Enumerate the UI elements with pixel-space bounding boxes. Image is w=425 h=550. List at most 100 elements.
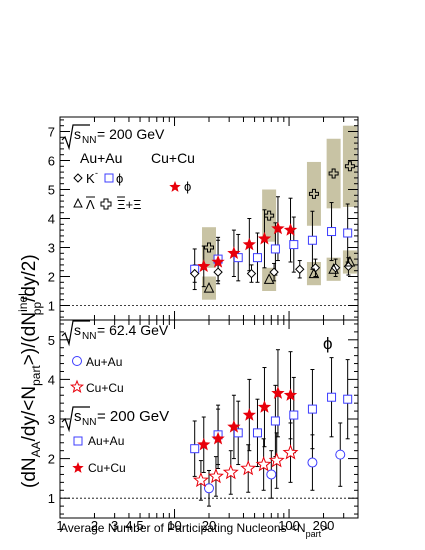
- x-tick-label: 200: [313, 518, 335, 533]
- data-point-filled-star: [227, 246, 241, 259]
- bottom-header-62: s NN = 62.4 GeV: [61, 320, 169, 347]
- legend-kminus-label: K: [86, 171, 95, 186]
- legend-cucu-200: Cu+Cu: [72, 461, 126, 475]
- legend-phi-auau-label: ϕ: [116, 171, 123, 186]
- legend-kminus-sup: -: [95, 168, 98, 178]
- square-marker-icon: [104, 173, 114, 183]
- data-point-open-cross: [264, 210, 275, 221]
- systematic-band: [262, 189, 277, 242]
- data-point-open-square: [252, 428, 262, 438]
- open-star-marker-icon: [69, 379, 85, 393]
- y-axis-label: (dNAA/dy/<Npart>)/(dNinelpp/dy/2): [16, 254, 44, 488]
- y-axis-label-a: (dN: [19, 457, 40, 488]
- data-point-open-square: [289, 410, 299, 420]
- legend-phi-cucu: ϕ: [169, 179, 191, 194]
- legend-phi-cucu-label: ϕ: [184, 179, 191, 194]
- top-header-sub: NN: [82, 135, 96, 146]
- legend-auau-200: Au+Au: [73, 434, 124, 448]
- y-tick-label: 6: [48, 154, 55, 169]
- data-point-open-square: [307, 235, 317, 245]
- bottom-header-200: s NN = 200 GeV: [61, 406, 169, 433]
- x-tick-label: 2: [91, 518, 98, 533]
- x-tick-label: 5: [136, 518, 143, 533]
- y-tick-label: 5: [48, 183, 55, 198]
- sqrt-sign-icon: [61, 320, 90, 347]
- cross-marker-icon: [100, 198, 112, 210]
- data-point-open-triangle: [328, 263, 339, 274]
- x-tick-label: 100: [278, 518, 300, 533]
- data-point-open-cross: [204, 242, 214, 253]
- sqrt-sign-icon: [61, 124, 90, 151]
- legend-kminus: K -: [73, 168, 98, 186]
- y-axis-label-d: /dy/2): [19, 254, 40, 302]
- x-tick-label: 10: [167, 518, 181, 533]
- data-point-open-star: [192, 471, 209, 488]
- y-tick-label: 4: [48, 372, 55, 387]
- data-point-open-triangle: [344, 255, 356, 267]
- diamond-marker-icon: [73, 173, 83, 183]
- data-point-open-circle: [266, 469, 277, 480]
- y-axis-label-b-sub: part: [29, 365, 43, 386]
- legend-xi: Ξ+Ξ: [100, 196, 142, 212]
- data-point-open-diamond: [189, 268, 200, 279]
- data-point-open-star: [282, 444, 299, 460]
- data-point-open-circle: [335, 449, 346, 460]
- bottom-phi-label: ϕ: [323, 334, 333, 353]
- x-tick-label: 4: [125, 518, 132, 533]
- data-point-open-diamond: [295, 264, 305, 274]
- top-header: s NN = 200 GeV: [61, 124, 165, 151]
- y-axis-label-b: /dy/<N: [19, 386, 40, 441]
- data-point-filled-star: [283, 223, 298, 236]
- legend-auau-62: Au+Au: [72, 355, 122, 369]
- data-point-open-star: [207, 468, 224, 484]
- circle-marker-icon: [72, 356, 82, 366]
- data-point-open-diamond: [246, 268, 257, 279]
- data-point-open-cross: [308, 188, 319, 199]
- data-point-open-circle: [307, 457, 318, 468]
- legend-phi-auau: ϕ: [104, 171, 123, 186]
- data-point-filled-star: [227, 419, 241, 433]
- x-tick-label: 3: [111, 518, 118, 533]
- data-point-open-square: [307, 404, 317, 414]
- x-axis-label-main: Average Number of Participating Nucleons…: [60, 521, 306, 535]
- data-point-open-triangle: [203, 281, 215, 293]
- top-header-energy: = 200 GeV: [97, 126, 165, 142]
- y-tick-label: 2: [48, 452, 55, 467]
- data-point-open-star: [255, 456, 272, 472]
- systematic-band: [306, 161, 321, 226]
- y-axis-label-c-sup: inel: [16, 293, 30, 312]
- bottom-header-62-s: s: [74, 322, 81, 338]
- y-axis-label-a-sub: AA: [29, 441, 43, 457]
- col-header-auau: Au+Au: [80, 150, 122, 166]
- data-point-open-star: [240, 460, 257, 476]
- y-axis-label-c: >)/(dN: [19, 312, 40, 365]
- x-tick-label: 1: [56, 518, 63, 533]
- triangle-marker-icon: [73, 197, 83, 208]
- data-point-open-square: [343, 228, 353, 238]
- systematic-band: [202, 227, 216, 268]
- bottom-header-200-sub: NN: [82, 417, 96, 428]
- x-tick-label: 20: [202, 518, 216, 533]
- col-header-cucu: Cu+Cu: [151, 150, 195, 166]
- y-axis-label-c-sub: pp: [30, 302, 44, 316]
- data-point-open-cross: [328, 168, 339, 179]
- data-point-filled-star: [257, 231, 272, 245]
- systematic-band: [342, 250, 357, 274]
- top-header-s: s: [74, 126, 81, 142]
- data-point-open-star: [268, 452, 285, 468]
- data-point-open-square: [233, 428, 243, 438]
- x-axis-label-end: >: [321, 521, 328, 535]
- data-point-filled-star: [197, 259, 211, 273]
- data-point-open-square: [327, 392, 337, 402]
- data-point-filled-star: [257, 400, 272, 413]
- data-point-open-square: [270, 244, 280, 254]
- systematic-band: [202, 276, 216, 300]
- legend-cucu-62: Cu+Cu: [69, 379, 124, 395]
- y-tick-label: 3: [48, 241, 55, 256]
- data-point-open-square: [270, 416, 280, 426]
- legend-cucu-62-label: Cu+Cu: [86, 381, 124, 395]
- data-point-open-square: [343, 394, 353, 404]
- data-point-open-cross: [344, 161, 355, 172]
